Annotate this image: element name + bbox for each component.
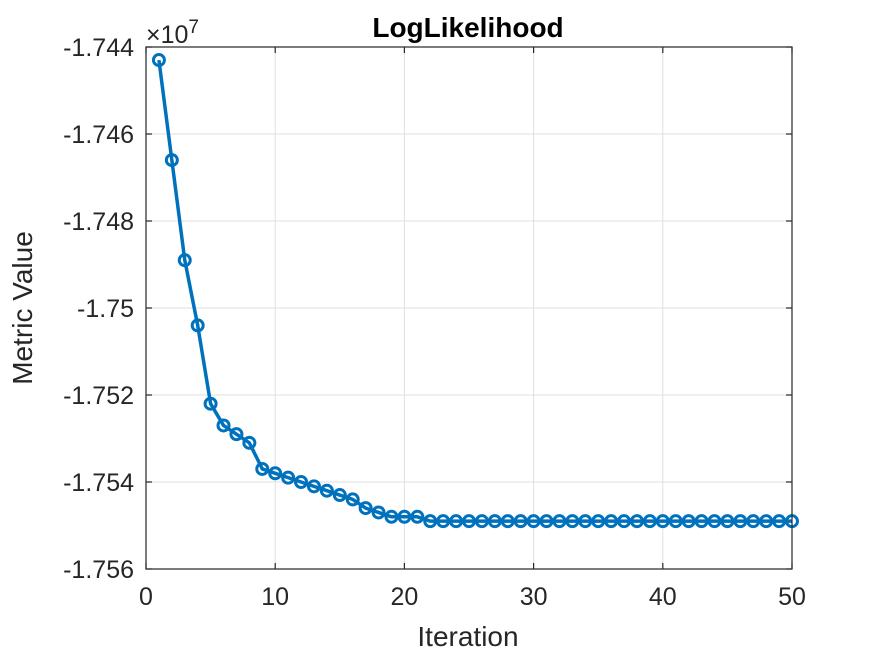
data-point [500,514,515,529]
data-point [759,514,774,529]
y-tick-labels: -1.756 -1.754 -1.752 -1.75 -1.748 -1.746 -1.74… [63,34,134,584]
data-point [268,466,283,481]
data-point [604,514,619,529]
multiplier-exponent: 7 [188,17,199,38]
data-point [190,318,205,333]
data-point [410,509,425,524]
data-point [668,514,683,529]
data-point [474,514,489,529]
data-point [513,514,528,529]
y-tick-label: -1.75 [77,295,134,323]
data-point [591,514,606,529]
data-point [164,153,179,168]
data-point [306,479,321,494]
x-tick-label: 20 [390,583,418,611]
y-tick-label: -1.754 [63,469,134,497]
x-tick-labels: 0 10 20 30 40 50 [139,583,806,611]
y-tick-label: -1.756 [63,556,134,584]
data-point [629,514,644,529]
data-point [294,475,309,489]
data-point [358,501,373,516]
multiplier-base: ×10 [146,21,188,49]
data-point [642,514,657,529]
y-axis-multiplier: ×107 [146,17,199,49]
x-tick-label: 40 [649,583,677,611]
data-point [332,488,347,503]
data-point [772,514,787,529]
data-point [681,514,696,529]
y-axis-label: Metric Value [7,231,38,385]
chart-title: LogLikelihood [372,12,563,43]
data-point [242,435,257,450]
data-point [345,492,360,507]
data-point [707,514,722,529]
data-point [449,514,464,529]
data-point [655,514,670,529]
data-point [733,514,748,529]
data-point [539,514,554,529]
data-point [617,514,632,529]
data-point [487,514,502,529]
y-tick-label: -1.744 [63,34,134,62]
x-axis-label: Iteration [417,621,518,652]
data-point [720,514,735,529]
data-point [216,418,231,433]
axes-box [145,46,793,570]
x-tick-label: 0 [139,583,153,611]
data-point [397,509,412,524]
y-tick-label: -1.746 [63,121,134,149]
y-tick-label: -1.752 [63,382,134,410]
data-point [371,505,386,520]
data-point [578,514,593,529]
data-point [281,470,296,485]
data-point [526,514,541,529]
data-point [746,514,761,529]
data-point [203,396,218,411]
data-point [565,514,580,529]
data-point [177,253,192,268]
x-tick-label: 50 [778,583,806,611]
x-tick-label: 30 [520,583,548,611]
data-point [694,514,709,529]
y-tick-label: -1.748 [63,208,134,236]
x-tick-label: 10 [261,583,289,611]
data-point [462,514,476,529]
data-point [151,53,166,68]
data-point [255,461,270,476]
data-point [319,483,334,498]
data-point [384,509,399,524]
data-point [436,514,451,529]
data-point [229,427,244,442]
data-point [423,514,438,529]
series-markers [151,53,799,529]
data-point [552,514,567,529]
